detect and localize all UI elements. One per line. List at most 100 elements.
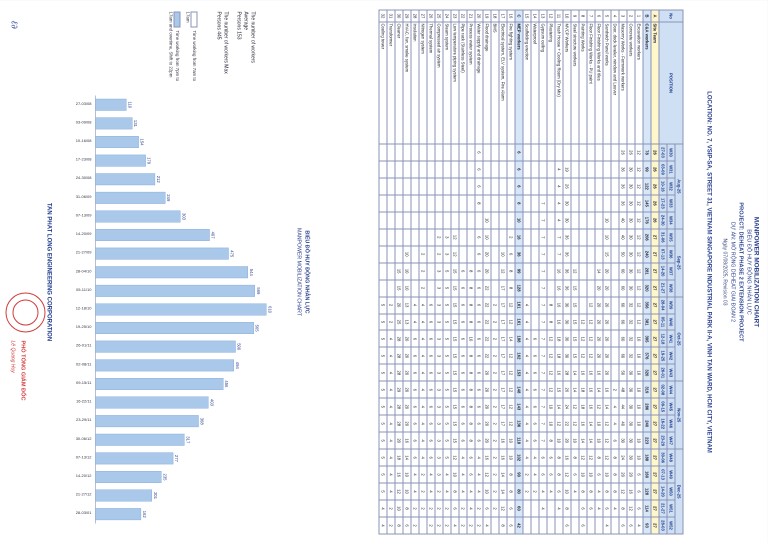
table-row: 30 Cleaner 15 15 20 25 28 28 28 29 28 28 20 18 16 12 10 8 bbox=[395, 10, 403, 534]
headcount-cell: 12 bbox=[571, 398, 579, 416]
headcount-cell bbox=[531, 144, 539, 161]
headcount-cell bbox=[571, 194, 579, 212]
row-position-name: Floor Finishing Works - PU paint bbox=[587, 22, 595, 144]
row-position-name: Flood drainage bbox=[483, 22, 491, 144]
headcount-cell: 12 bbox=[555, 415, 563, 433]
headcount-cell: 27 bbox=[651, 449, 659, 467]
bar-value-label: 235 bbox=[162, 474, 167, 482]
headcount-cell: 15 bbox=[603, 245, 611, 263]
headcount-cell: 2 bbox=[491, 296, 499, 314]
row-number: 10 bbox=[563, 10, 571, 22]
headcount-cell: 4 bbox=[555, 177, 563, 195]
date-header: 10-16 bbox=[659, 177, 667, 195]
headcount-cell: 4 bbox=[475, 466, 483, 484]
row-number: 19 bbox=[483, 10, 491, 22]
date-header: 28-03 bbox=[659, 516, 667, 534]
headcount-cell bbox=[571, 160, 579, 178]
headcount-cell: 4 bbox=[523, 449, 531, 467]
headcount-cell: 5 bbox=[443, 279, 451, 297]
headcount-cell: 14 bbox=[571, 364, 579, 382]
chart-bar bbox=[95, 433, 185, 446]
headcount-cell: 4 bbox=[387, 330, 395, 348]
week-header: W52 bbox=[667, 516, 675, 534]
headcount-cell: 6 bbox=[475, 262, 483, 280]
header-row-months: No POSITION Aug-25 Sep-25 Oct-25 Nov-25 Dec-25 bbox=[659, 10, 683, 534]
headcount-cell: 15 bbox=[451, 347, 459, 365]
headcount-cell: 6 bbox=[475, 330, 483, 348]
signature-block: TAN PHAT LONG ENGINEERING CORPORATION ℓ∂… bbox=[0, 1, 56, 544]
headcount-cell: 6 bbox=[411, 347, 419, 365]
week-header: W32 bbox=[667, 177, 675, 195]
headcount-cell: 32 bbox=[627, 347, 635, 365]
headcount-cell: 10 bbox=[603, 228, 611, 246]
headcount-cell: 12 bbox=[635, 245, 643, 263]
week-header: W49 bbox=[667, 466, 675, 484]
week-header: W30 bbox=[667, 144, 675, 161]
headcount-cell: 5 bbox=[443, 296, 451, 314]
row-number: 25 bbox=[435, 10, 443, 22]
headcount-cell: 4 bbox=[611, 500, 619, 517]
headcount-cell: 6 bbox=[475, 398, 483, 416]
headcount-cell: 2 bbox=[387, 500, 395, 517]
headcount-cell: 6 bbox=[547, 466, 555, 484]
headcount-cell: 188 bbox=[643, 449, 651, 467]
headcount-cell: 2 bbox=[491, 500, 499, 517]
headcount-cell: 16 bbox=[555, 364, 563, 382]
document-header: MANPOWER MOBILIZATION CHART BIỂU ĐỒ HUY … bbox=[688, 1, 768, 544]
headcount-cell: 12 bbox=[507, 398, 515, 416]
x-tick-label: 12-18/10 bbox=[76, 306, 93, 311]
headcount-cell bbox=[443, 177, 451, 195]
headcount-cell: 16 bbox=[627, 483, 635, 501]
headcount-cell bbox=[595, 160, 603, 178]
headcount-cell: 29 bbox=[395, 381, 403, 399]
headcount-cell: 14 bbox=[579, 432, 587, 450]
headcount-cell: 16 bbox=[587, 398, 595, 416]
headcount-cell bbox=[571, 211, 579, 229]
headcount-cell: 10 bbox=[403, 262, 411, 280]
headcount-cell: 3 bbox=[435, 398, 443, 416]
headcount-cell: 16 bbox=[579, 415, 587, 433]
date-header: 05-11 bbox=[659, 313, 667, 331]
headcount-cell: 7 bbox=[539, 245, 547, 263]
row-position-name: Cleaner bbox=[395, 22, 403, 144]
headcount-cell: 6 bbox=[579, 516, 587, 534]
headcount-cell: 14 bbox=[555, 398, 563, 416]
date-header: 31-06 bbox=[659, 228, 667, 246]
headcount-cell bbox=[587, 516, 595, 534]
headcount-cell: 15 bbox=[451, 330, 459, 348]
headcount-cell: 4 bbox=[483, 516, 491, 534]
headcount-cell bbox=[467, 160, 475, 178]
week-header: W45 bbox=[667, 398, 675, 416]
headcount-cell bbox=[611, 160, 619, 178]
headcount-cell: 10 bbox=[483, 211, 491, 229]
table-row: 9 Steel structure workers 12 15 15 15 15 15 14 14… bbox=[571, 10, 579, 534]
headcount-cell bbox=[611, 144, 619, 161]
month-header: Aug-25 bbox=[675, 144, 683, 229]
headcount-cell: 10 bbox=[499, 245, 507, 263]
headcount-cell: 286 bbox=[643, 398, 651, 416]
headcount-cell: 4 bbox=[603, 516, 611, 534]
row-position-name: C&A workers bbox=[643, 22, 651, 144]
headcount-cell bbox=[483, 177, 491, 195]
headcount-cell: 80 bbox=[515, 483, 523, 501]
headcount-cell: 20 bbox=[595, 296, 603, 314]
headcount-cell: 13 bbox=[403, 296, 411, 314]
headcount-cell: 17 bbox=[499, 364, 507, 382]
headcount-cell: 12 bbox=[635, 144, 643, 161]
chart-bar bbox=[95, 322, 254, 335]
headcount-cell: 4 bbox=[539, 500, 547, 517]
week-header: W35 bbox=[667, 228, 675, 246]
headcount-cell: 8 bbox=[467, 262, 475, 280]
headcount-cell: 6 bbox=[475, 347, 483, 365]
row-position-name: Steam system bbox=[443, 22, 451, 144]
headcount-cell: 128 bbox=[515, 279, 523, 297]
table-row: 20 Water supply and drainage 6 6 6 8 6 6 6 6 6 6 6 6 6… bbox=[475, 10, 483, 534]
headcount-cell bbox=[587, 177, 595, 195]
week-header: W47 bbox=[667, 432, 675, 450]
row-position-name: Nitrogen system bbox=[419, 22, 427, 144]
week-header: W37 bbox=[667, 262, 675, 280]
headcount-cell bbox=[411, 177, 419, 195]
headcount-cell bbox=[459, 211, 467, 229]
headcount-cell bbox=[587, 228, 595, 246]
table-row: B C&A workers 78 99 122 145 176 206 240 281 320 356… bbox=[643, 10, 651, 534]
